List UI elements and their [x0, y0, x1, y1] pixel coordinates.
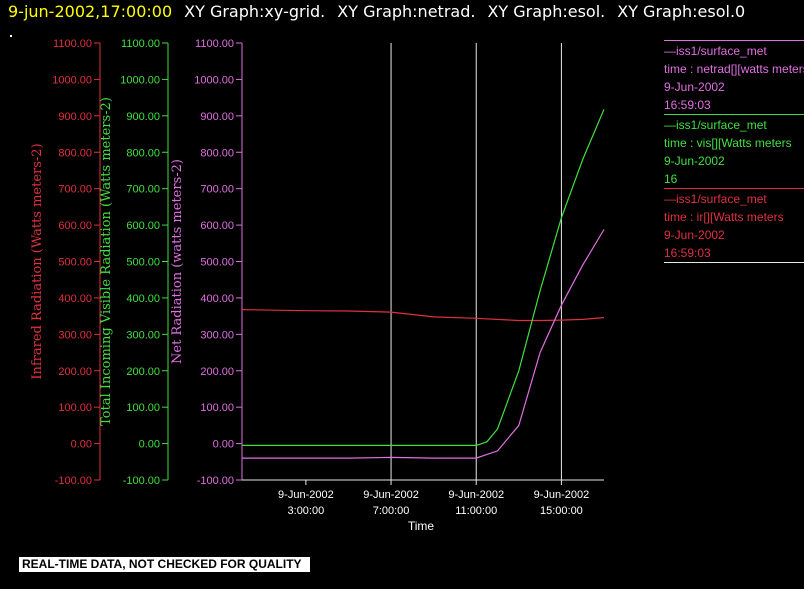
y-tick-label: 100.00: [58, 402, 92, 414]
series-line-visible: [242, 109, 605, 446]
quality-disclaimer: REAL-TIME DATA, NOT CHECKED FOR QUALITY: [19, 557, 310, 572]
legend-source: —iss1/surface_met: [664, 118, 767, 132]
y-tick-label: 300.00: [200, 329, 234, 341]
y-axis-title: Infrared Radiation (Watts meters-2): [30, 143, 45, 379]
legend-date: 9-Jun-2002: [664, 228, 725, 242]
y-tick-label: 400.00: [58, 293, 92, 305]
y-tick-label: -100.00: [55, 475, 92, 487]
y-tick-label: 100.00: [200, 402, 234, 414]
x-tick-date: 9-Jun-2002: [278, 489, 334, 501]
y-tick-label: 1100.00: [53, 38, 92, 50]
legend: —iss1/surface_met time : netrad[][watts …: [664, 40, 804, 263]
legend-time: 16:59:03: [664, 246, 711, 260]
corner-dot: [10, 35, 12, 37]
series-line-net: [242, 229, 605, 459]
legend-source: —iss1/surface_met: [664, 44, 767, 58]
y-tick-label: 300.00: [58, 329, 92, 341]
x-tick-time: 15:00:00: [540, 505, 583, 517]
x-tick-time: 7:00:00: [373, 505, 410, 517]
window-title-bar: 9-jun-2002,17:00:00 XY Graph:xy-grid. XY G…: [8, 2, 745, 21]
title-graph-4: XY Graph:esol.0: [617, 2, 746, 21]
y-tick-label: 0.00: [71, 439, 92, 451]
y-tick-label: 500.00: [126, 257, 160, 269]
x-axis-title: Time: [408, 519, 435, 533]
y-tick-label: 800.00: [58, 147, 92, 159]
legend-variable: time : ir[][Watts meters: [664, 210, 784, 224]
y-tick-label: 600.00: [58, 220, 92, 232]
y-tick-label: 400.00: [200, 293, 234, 305]
y-tick-label: 1100.00: [195, 38, 234, 50]
y-tick-label: 600.00: [126, 220, 160, 232]
legend-date: 9-Jun-2002: [664, 80, 725, 94]
legend-source: —iss1/surface_met: [664, 192, 767, 206]
y-tick-label: 200.00: [200, 366, 234, 378]
y-tick-label: -100.00: [197, 475, 234, 487]
y-tick-label: 800.00: [200, 147, 234, 159]
y-tick-label: 500.00: [200, 257, 234, 269]
title-graph-2: XY Graph:netrad.: [337, 2, 476, 21]
title-date-time: 9-jun-2002,17:00:00: [8, 2, 173, 21]
y-tick-label: 300.00: [126, 329, 160, 341]
title-graph-1: XY Graph:xy-grid.: [184, 2, 326, 21]
y-tick-label: 0.00: [139, 439, 160, 451]
title-graph-3: XY Graph:esol.: [487, 2, 606, 21]
y-tick-label: 800.00: [126, 147, 160, 159]
y-tick-label: 700.00: [200, 184, 234, 196]
x-tick-date: 9-Jun-2002: [534, 489, 590, 501]
legend-entry-vis: —iss1/surface_met time : vis[][Watts met…: [664, 114, 804, 188]
legend-time: 16: [664, 172, 678, 186]
y-tick-label: 200.00: [126, 366, 160, 378]
legend-entry-netrad: —iss1/surface_met time : netrad[][watts …: [664, 40, 804, 114]
y-tick-label: 900.00: [58, 111, 92, 123]
x-tick-date: 9-Jun-2002: [363, 489, 419, 501]
y-tick-label: 1000.00: [120, 74, 160, 86]
y-tick-label: 700.00: [126, 184, 160, 196]
y-axis-title: Net Radiation (watts meters-2): [170, 159, 185, 364]
y-axis-title: Total Incoming Visible Radiation (Watts …: [99, 97, 114, 426]
y-tick-label: 1100.00: [121, 38, 160, 50]
y-tick-label: -100.00: [123, 475, 160, 487]
legend-time: 16:59:03: [664, 98, 711, 112]
x-tick-date: 9-Jun-2002: [448, 489, 504, 501]
y-tick-label: 400.00: [126, 293, 160, 305]
y-tick-label: 900.00: [126, 111, 160, 123]
y-tick-label: 600.00: [200, 220, 234, 232]
y-tick-label: 1000.00: [194, 74, 234, 86]
legend-entry-ir: —iss1/surface_met time : ir[][Watts mete…: [664, 188, 804, 262]
series-line-infrared: [241, 309, 605, 322]
legend-divider: [664, 262, 804, 263]
y-tick-label: 100.00: [126, 402, 160, 414]
y-tick-label: 200.00: [58, 366, 92, 378]
legend-variable: time : netrad[][watts meters: [664, 62, 804, 76]
y-tick-label: 0.00: [213, 439, 234, 451]
x-tick-time: 11:00:00: [455, 505, 497, 517]
y-tick-label: 700.00: [58, 184, 92, 196]
y-tick-label: 1000.00: [52, 74, 92, 86]
y-tick-label: 500.00: [58, 257, 92, 269]
x-tick-time: 3:00:00: [288, 505, 325, 517]
y-tick-label: 900.00: [200, 111, 234, 123]
legend-variable: time : vis[][Watts meters: [664, 136, 792, 150]
legend-date: 9-Jun-2002: [664, 154, 725, 168]
